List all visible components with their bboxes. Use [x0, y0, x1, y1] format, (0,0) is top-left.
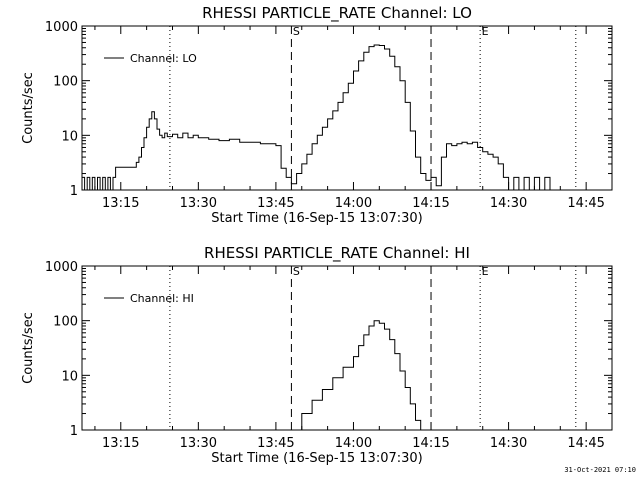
- y-tick-label: 10: [61, 129, 78, 144]
- x-tick-label: 13:30: [180, 436, 217, 451]
- chart-panel-1: RHESSI PARTICLE_RATE Channel: LO 1 10 100 10…: [21, 4, 613, 226]
- y-tick-label: 100: [53, 75, 78, 90]
- y-tick-label: 10: [61, 369, 78, 384]
- y-tick-label: 1000: [45, 260, 78, 275]
- y-tick-label: 1: [70, 424, 78, 439]
- x-tick-label: 14:15: [412, 196, 449, 211]
- x-tick-label: 14:15: [412, 436, 449, 451]
- y-tick-label: 100: [53, 315, 78, 330]
- y-axis-label: Counts/sec: [21, 72, 36, 144]
- x-tick-label: 13:15: [102, 436, 139, 451]
- data-series-line: [291, 320, 422, 430]
- legend-label: Channel: HI: [130, 292, 194, 305]
- x-tick-label: 14:00: [335, 196, 372, 211]
- x-axis-label: Start Time (16-Sep-15 13:07:30): [211, 451, 422, 466]
- x-tick-label: 14:30: [490, 196, 527, 211]
- x-tick-label: 13:30: [180, 196, 217, 211]
- event-marker-label: S: [293, 25, 300, 38]
- x-axis-label: Start Time (16-Sep-15 13:07:30): [211, 211, 422, 226]
- y-tick-label: 1000: [45, 20, 78, 35]
- timestamp-footer: 31-Oct-2021 07:10: [564, 466, 636, 474]
- plot-frame: [81, 265, 613, 431]
- event-marker-label: S: [293, 265, 300, 278]
- y-axis-label: Counts/sec: [21, 312, 36, 384]
- x-tick-label: 14:45: [567, 196, 604, 211]
- x-tick-label: 14:45: [567, 436, 604, 451]
- plot-frame: [81, 25, 613, 191]
- x-tick-label: 14:00: [335, 436, 372, 451]
- x-tick-label: 13:15: [102, 196, 139, 211]
- x-tick-label: 13:45: [257, 436, 294, 451]
- chart-title: RHESSI PARTICLE_RATE Channel: LO: [202, 4, 472, 23]
- legend-label: Channel: LO: [130, 52, 197, 65]
- y-tick-label: 1: [70, 184, 78, 199]
- chart-panel-2: RHESSI PARTICLE_RATE Channel: HI 1 10 100 10…: [21, 244, 613, 466]
- event-marker-label: E: [482, 25, 489, 38]
- x-tick-label: 13:45: [257, 196, 294, 211]
- x-tick-label: 14:30: [490, 436, 527, 451]
- data-series-line: [82, 44, 571, 190]
- event-marker-label: E: [482, 265, 489, 278]
- chart-title: RHESSI PARTICLE_RATE Channel: HI: [204, 244, 470, 263]
